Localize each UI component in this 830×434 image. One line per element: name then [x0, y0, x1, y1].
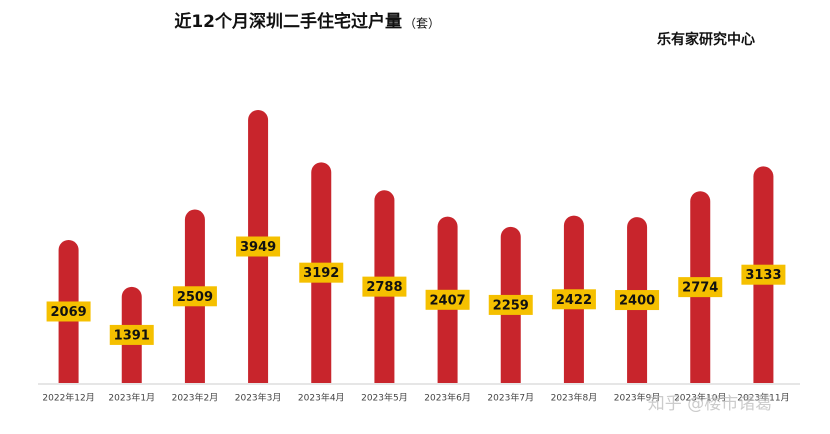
value-label-box: [425, 289, 470, 310]
value-label: 3192: [303, 266, 339, 281]
value-label: 2788: [366, 280, 402, 295]
unit-label: （套）: [404, 17, 440, 31]
value-label: 3133: [745, 268, 781, 283]
x-tick-label: 2023年8月: [551, 392, 598, 404]
chart-title: 近12个月深圳二手住宅过户量: [174, 11, 402, 32]
source-label: 乐有家研究中心: [657, 31, 755, 48]
watermark: 知乎 @楼市诸葛: [648, 394, 772, 414]
value-label-box: [615, 290, 660, 311]
x-tick-label: 2023年10月: [674, 392, 726, 404]
value-label-box: [109, 324, 154, 345]
x-tick-label: 2023年7月: [487, 392, 534, 404]
value-label: 3949: [240, 240, 276, 255]
value-label-box: [362, 276, 407, 297]
value-label: 1391: [114, 328, 150, 343]
value-label-box: [551, 289, 596, 310]
value-label-box: [741, 264, 786, 285]
value-label-box: [678, 277, 723, 298]
x-tick-label: 2023年3月: [235, 392, 282, 404]
value-label-box: [236, 236, 281, 257]
x-tick-label: 2023年9月: [614, 392, 661, 404]
value-label: 2259: [493, 298, 529, 313]
x-tick-label: 2023年11月: [737, 392, 789, 404]
value-label: 2774: [682, 281, 718, 296]
value-label-box: [488, 294, 533, 315]
value-label: 2400: [619, 294, 655, 309]
value-label-box: [46, 301, 91, 322]
value-label: 2422: [556, 293, 592, 308]
value-label-box: [299, 262, 344, 283]
x-tick-label: 2023年1月: [108, 392, 155, 404]
value-label: 2407: [429, 293, 465, 308]
value-label: 2069: [50, 305, 86, 320]
x-tick-label: 2022年12月: [42, 392, 94, 404]
x-tick-label: 2023年2月: [172, 392, 219, 404]
x-tick-label: 2023年5月: [361, 392, 408, 404]
x-tick-label: 2023年4月: [298, 392, 345, 404]
value-label-box: [172, 286, 217, 307]
value-label: 2509: [177, 290, 213, 305]
x-tick-label: 2023年6月: [424, 392, 471, 404]
